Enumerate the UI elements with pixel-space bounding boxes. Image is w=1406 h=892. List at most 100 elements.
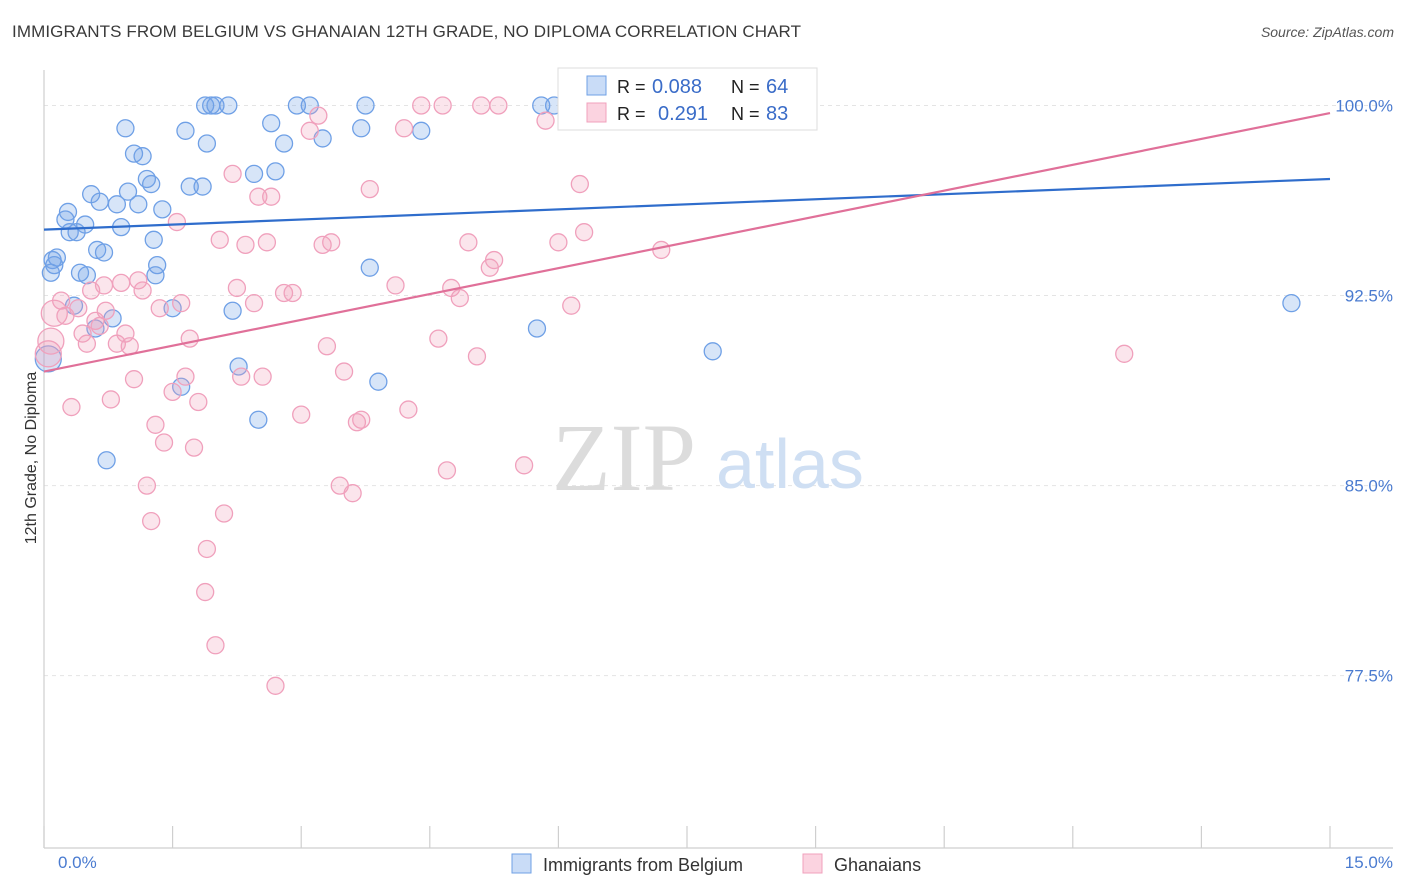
point-ghanaians-73 [467, 347, 487, 366]
point-ghanaians-33 [189, 392, 208, 412]
point-belgium-35 [176, 121, 195, 140]
point-ghanaians-39 [223, 164, 242, 184]
point-ghanaians-25 [150, 299, 169, 318]
point-ghanaians-59 [343, 484, 362, 503]
point-ghanaians-2 [40, 299, 68, 327]
point-ghanaians-72 [459, 233, 478, 252]
point-ghanaians-1 [37, 327, 65, 355]
point-ghanaians-29 [172, 293, 191, 313]
point-ghanaians-16 [112, 273, 131, 293]
point-belgium-37 [193, 177, 212, 196]
grid [44, 104, 1393, 677]
point-ghanaians-14 [101, 390, 121, 409]
point-ghanaians-40 [227, 278, 247, 298]
point-ghanaians-81 [562, 296, 581, 315]
point-belgium-42 [219, 96, 238, 115]
point-belgium-41 [206, 96, 225, 115]
x-axis-ticks [43, 826, 1331, 848]
point-ghanaians-80 [549, 233, 568, 252]
source-label: Source: ZipAtlas.com [1260, 24, 1394, 40]
point-ghanaians-26 [154, 433, 174, 452]
point-ghanaians-63 [386, 276, 405, 295]
y-axis-tick-labels: 100.0% 92.5% 85.0% 77.5% [1335, 96, 1393, 685]
point-belgium-39 [196, 96, 215, 115]
point-ghanaians-36 [206, 636, 225, 655]
point-ghanaians-19 [124, 370, 144, 389]
point-ghanaians-43 [244, 293, 264, 313]
point-belgium-17 [94, 243, 114, 262]
point-belgium-48 [266, 162, 285, 181]
point-belgium-4 [47, 248, 67, 267]
point-ghanaians-52 [300, 121, 319, 140]
point-ghanaians-28 [167, 212, 187, 232]
point-ghanaians-68 [433, 96, 452, 115]
point-ghanaians-5 [62, 397, 81, 417]
point-belgium-23 [118, 182, 138, 201]
legend-n-label-2: N = [731, 104, 760, 124]
point-ghanaians-66 [412, 96, 431, 115]
point-belgium-43 [223, 301, 242, 320]
point-ghanaians-45 [253, 367, 272, 386]
point-ghanaians-86 [1115, 344, 1134, 363]
x-tick-label-max: 15.0% [1345, 853, 1393, 872]
point-belgium-54 [356, 96, 375, 115]
point-belgium-50 [287, 96, 307, 115]
point-belgium-33 [163, 299, 182, 318]
point-belgium-46 [249, 410, 268, 429]
point-belgium-20 [107, 195, 127, 214]
bottom-legend-swatch-blue [511, 853, 532, 874]
point-ghanaians-21 [133, 281, 152, 300]
y-tick-label-0: 100.0% [1335, 96, 1393, 115]
y-tick-label-2: 85.0% [1345, 477, 1393, 496]
point-ghanaians-20 [129, 271, 148, 290]
bottom-legend-swatch-pink [802, 853, 823, 874]
point-ghanaians-12 [94, 276, 114, 295]
point-ghanaians-50 [283, 283, 302, 303]
point-ghanaians-38 [214, 504, 234, 523]
point-belgium-38 [197, 134, 217, 153]
y-tick-label-3: 77.5% [1345, 667, 1393, 686]
point-belgium-62 [703, 342, 722, 361]
trend-lines [43, 112, 1331, 373]
point-ghanaians-7 [73, 324, 92, 343]
point-belgium-47 [262, 114, 281, 133]
point-ghanaians-32 [184, 438, 204, 457]
point-ghanaians-23 [142, 511, 161, 531]
point-ghanaians-53 [309, 106, 328, 125]
point-ghanaians-3 [51, 291, 71, 310]
point-ghanaians-42 [236, 235, 255, 255]
legend-swatch-pink [586, 102, 607, 123]
point-belgium-26 [133, 147, 152, 166]
point-belgium-25 [129, 195, 148, 214]
x-tick-label-min: 0.0% [58, 853, 97, 872]
point-ghanaians-85 [652, 240, 671, 260]
chart-title: IMMIGRANTS FROM BELGIUM VS GHANAIAN 12TH… [12, 22, 802, 41]
point-belgium-11 [76, 215, 95, 234]
point-belgium-45 [244, 164, 264, 184]
point-belgium-56 [369, 372, 388, 391]
point-ghanaians-83 [574, 223, 594, 242]
point-belgium-55 [360, 258, 379, 277]
y-axis-label: 12th Grade, No Diploma [23, 372, 40, 545]
bottom-legend: Immigrants from Belgium Ghanaians [511, 853, 921, 875]
point-belgium-31 [148, 255, 167, 275]
point-belgium-16 [90, 192, 109, 211]
point-ghanaians-27 [163, 382, 182, 401]
point-belgium-58 [527, 319, 547, 338]
point-ghanaians-30 [176, 367, 195, 386]
legend-r-label-1: R = [617, 77, 646, 97]
point-ghanaians-44 [249, 187, 268, 206]
point-ghanaians-34 [197, 539, 217, 559]
legend-n-value-2: 83 [766, 103, 788, 125]
point-ghanaians-37 [210, 230, 229, 249]
point-belgium-12 [77, 266, 97, 285]
watermark: ZIP atlas [552, 404, 864, 511]
point-belgium-36 [180, 177, 199, 196]
point-belgium-34 [172, 377, 191, 396]
legend-r-value-1: 0.088 [652, 76, 702, 98]
point-ghanaians-65 [399, 400, 418, 419]
point-ghanaians-64 [394, 119, 414, 138]
point-ghanaians-13 [96, 301, 115, 320]
point-belgium-49 [274, 134, 294, 153]
